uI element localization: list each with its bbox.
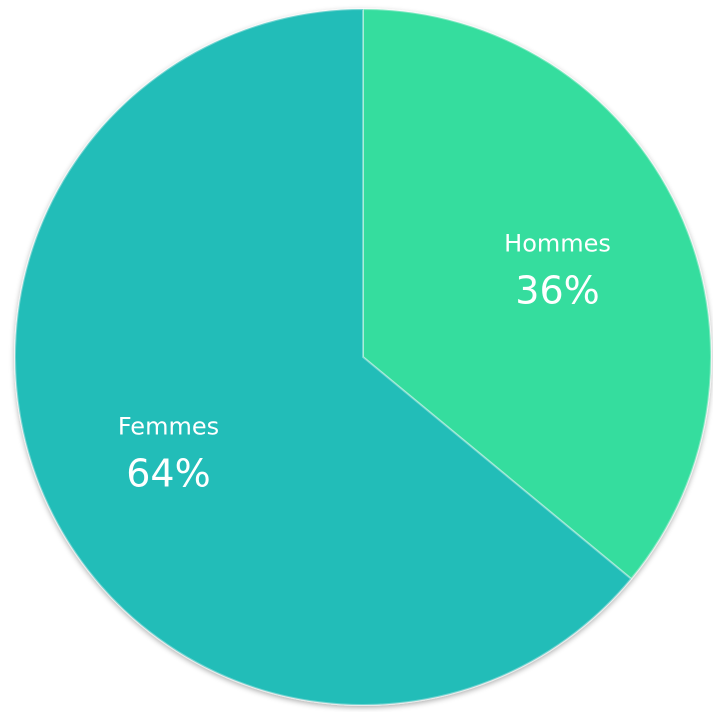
slice-value-femmes: 64%: [126, 452, 210, 496]
slice-label-femmes: Femmes: [118, 413, 219, 441]
pie-labels: Hommes 36% Femmes 64%: [118, 229, 611, 495]
slice-label-hommes: Hommes: [504, 229, 611, 257]
slice-value-hommes: 36%: [515, 268, 599, 312]
pie-slice-femmes: [14, 7, 633, 706]
pie-slices: [14, 7, 712, 706]
pie-slice-hommes: [362, 7, 712, 581]
